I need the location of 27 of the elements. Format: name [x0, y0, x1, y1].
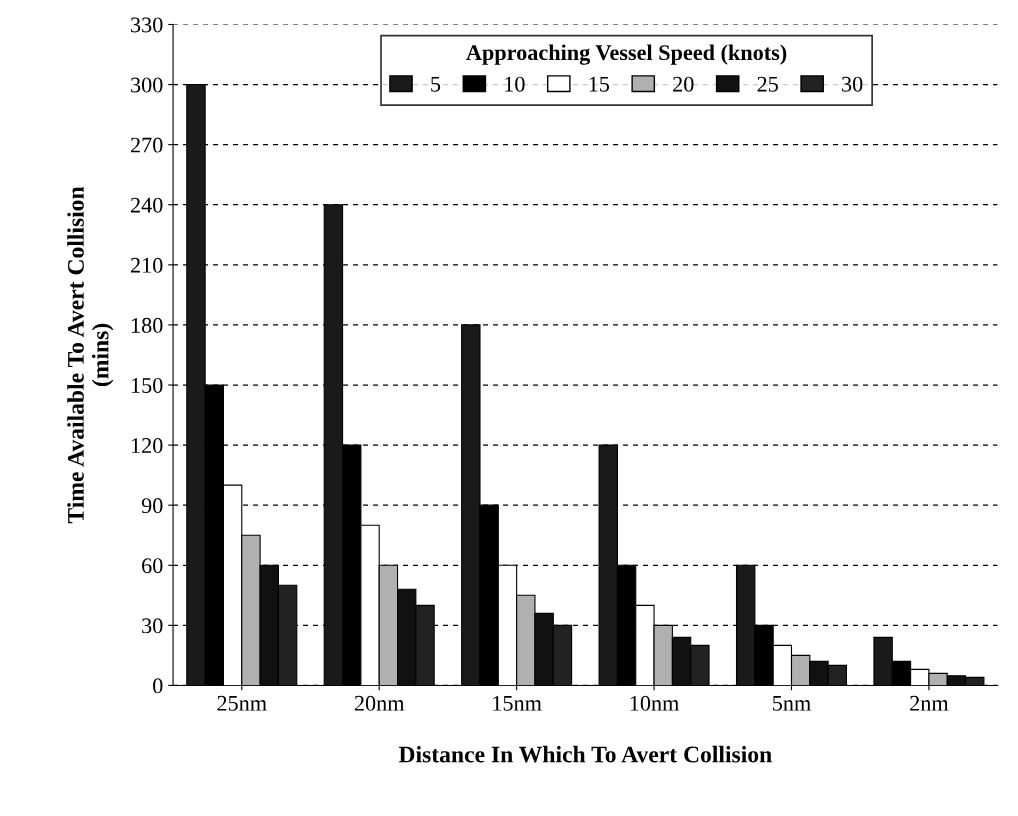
- x-tick-label: 10nm: [630, 695, 680, 711]
- y-tick-label: 120: [131, 438, 163, 454]
- y-tick-label: 270: [130, 137, 163, 153]
- legend-label: 30: [842, 76, 863, 92]
- y-tick-label: 60: [142, 558, 163, 574]
- y-tick-label: 90: [141, 498, 163, 514]
- y-axis-title: Time Available To Avert Collision (mins): [67, 186, 114, 524]
- x-tick-label: 15nm: [493, 695, 542, 711]
- y-tick-label: 150: [131, 377, 163, 393]
- legend-title: Approaching Vessel Speed (knots): [466, 44, 787, 65]
- legend-label: 25: [757, 76, 778, 92]
- x-tick-label: 5nm: [773, 696, 811, 711]
- legend-label: 15: [589, 76, 610, 92]
- x-axis-title: Distance In Which To Avert Collision: [398, 745, 772, 763]
- legend-label: 10: [505, 76, 525, 92]
- y-tick-label: 300: [131, 77, 163, 93]
- x-tick-label: 25nm: [217, 695, 267, 711]
- y-tick-label: 30: [142, 618, 163, 634]
- x-tick-label: 2nm: [910, 695, 949, 711]
- legend-label: 20: [673, 76, 694, 92]
- y-tick-label: 330: [131, 17, 163, 33]
- y-tick-label: 210: [130, 257, 163, 273]
- y-tick-label: 0: [153, 678, 163, 694]
- x-tick-label: 20nm: [354, 695, 405, 711]
- legend-label: 5: [431, 76, 441, 92]
- y-tick-label: 240: [130, 197, 163, 213]
- y-tick-label: 180: [131, 317, 163, 333]
